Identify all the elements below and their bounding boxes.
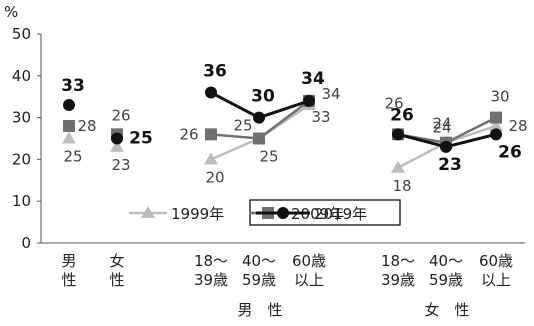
x-tick-label-f-60: 60歳 xyxy=(479,252,513,270)
y-tick-label: 20 xyxy=(12,150,31,168)
data-point-square xyxy=(63,119,75,132)
data-point-circle xyxy=(392,128,404,141)
x-tick-label-f-18-39: 39歳 xyxy=(381,271,415,289)
x-tick-label-m-18-39: 39歳 xyxy=(194,271,228,289)
data-point-square xyxy=(205,128,217,141)
data-point-square xyxy=(490,111,502,124)
legend-marker-triangle xyxy=(141,206,155,218)
x-tick-label-m-60: 60歳 xyxy=(292,252,326,270)
x-tick-label-f-60: 以上 xyxy=(481,271,511,289)
x-group-label: 男 性 xyxy=(237,301,282,319)
x-tick-label-m-18-39: 18〜 xyxy=(194,252,228,270)
data-point-circle xyxy=(490,128,502,141)
y-unit-label: % xyxy=(4,3,18,21)
data-label: 25 xyxy=(63,148,82,166)
data-label: 24 xyxy=(432,115,451,133)
data-label: 26 xyxy=(384,94,403,112)
x-group-label: 女 性 xyxy=(424,301,469,319)
y-tick-label: 40 xyxy=(12,67,31,85)
y-tick-label: 30 xyxy=(12,109,31,127)
data-label: 26 xyxy=(390,105,414,125)
data-label: 33 xyxy=(61,76,85,96)
x-axis-groups: 男 性女 性 xyxy=(237,301,469,319)
data-label: 18 xyxy=(392,177,411,195)
x-tick-label-total-male: 男 xyxy=(61,252,76,270)
data-label: 36 xyxy=(203,62,227,82)
data-label: 34 xyxy=(301,69,325,89)
data-point-triangle xyxy=(62,131,76,144)
legend-label: 1999年 xyxy=(171,205,224,223)
data-label: 24 xyxy=(432,119,451,137)
legend-item-0: 1999年 xyxy=(129,205,224,223)
x-tick-label-f-18-39: 18〜 xyxy=(381,252,415,270)
data-label: 25 xyxy=(233,117,252,135)
data-point-triangle xyxy=(204,152,218,165)
data-point-square xyxy=(253,132,265,145)
data-label: 23 xyxy=(111,156,130,174)
x-tick-label-f-40-59: 40〜 xyxy=(429,252,463,270)
y-tick-label: 10 xyxy=(12,192,31,210)
data-label: 25 xyxy=(129,129,153,149)
data-label: 28 xyxy=(77,117,96,135)
x-tick-label-m-60: 以上 xyxy=(294,271,324,289)
series-2 xyxy=(63,86,502,153)
data-point-circle xyxy=(253,111,265,124)
data-label: 20 xyxy=(205,168,224,186)
data-label: 23 xyxy=(438,155,462,175)
x-tick-label-total-female: 女 xyxy=(109,252,124,270)
data-label: 26 xyxy=(111,106,130,124)
data-point-triangle xyxy=(489,118,503,131)
data-label: 33 xyxy=(311,108,330,126)
legend-item-2: 2019年 xyxy=(256,205,367,223)
data-label: 30 xyxy=(490,88,509,106)
data-label: 34 xyxy=(321,85,340,103)
y-axis-ticks: 0 10 20 30 40 50 xyxy=(12,25,41,252)
legend-label: 2009年 xyxy=(291,205,344,223)
legend-label: 2019年 xyxy=(314,205,367,223)
data-point-circle xyxy=(111,132,123,145)
data-label: 25 xyxy=(259,148,278,166)
x-tick-label-m-40-59: 59歳 xyxy=(242,271,276,289)
data-label: 28 xyxy=(508,117,527,135)
x-tick-label-f-40-59: 59歳 xyxy=(429,271,463,289)
data-point-circle xyxy=(440,140,452,153)
data-point-circle xyxy=(63,99,75,112)
y-tick-label: 50 xyxy=(12,25,31,43)
data-point-circle xyxy=(205,86,217,99)
x-tick-label-total-female: 性 xyxy=(109,271,124,289)
data-point-triangle xyxy=(391,160,405,173)
x-tick-label-total-male: 性 xyxy=(61,271,76,289)
data-label: 30 xyxy=(251,87,275,107)
data-label: 26 xyxy=(179,125,198,143)
data-label: 26 xyxy=(498,142,522,162)
x-tick-label-m-40-59: 40〜 xyxy=(242,252,276,270)
data-point-triangle xyxy=(110,139,124,152)
legend-marker-circle xyxy=(277,207,289,219)
y-tick-label: 0 xyxy=(21,234,31,252)
data-point-circle xyxy=(303,94,315,107)
